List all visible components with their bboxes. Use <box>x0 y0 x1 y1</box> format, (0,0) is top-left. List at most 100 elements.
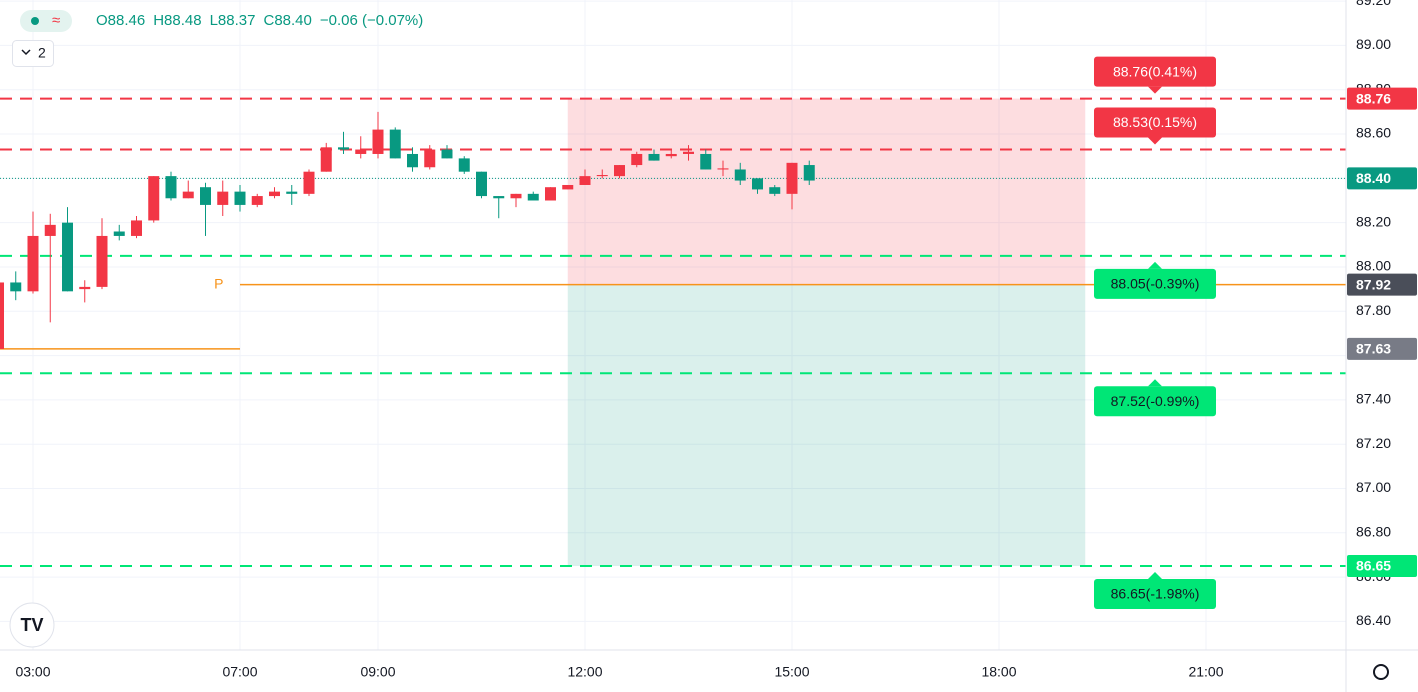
logo-button[interactable] <box>9 602 55 648</box>
logo: TV <box>20 615 43 635</box>
price-tag-label: 87.92 <box>1356 276 1391 292</box>
candle-body <box>510 193 522 199</box>
y-tick-label: 87.80 <box>1356 302 1391 318</box>
legend-item: L88.37 <box>209 12 256 29</box>
candle-body <box>130 220 142 236</box>
candle-body <box>79 286 91 290</box>
x-tick-label: 21:00 <box>1188 664 1223 680</box>
zone <box>567 98 1086 285</box>
candle-body <box>475 171 487 197</box>
level-tag-label: 88.53(0.15%) <box>1113 114 1197 130</box>
candle-body <box>217 191 229 205</box>
x-tick-label: 18:00 <box>981 664 1016 680</box>
candle-body <box>682 151 694 154</box>
y-tick-label: 87.20 <box>1356 435 1391 451</box>
candle-body <box>337 147 349 150</box>
symbol-pill[interactable] <box>20 10 72 32</box>
candle-body <box>303 171 315 194</box>
candle-body <box>527 193 539 201</box>
level-tag-arrow <box>1148 137 1162 145</box>
candle-body <box>320 147 332 172</box>
candle-body <box>562 184 574 190</box>
x-tick-label: 03:00 <box>15 664 50 680</box>
candle-body <box>493 196 505 199</box>
candle-body <box>665 153 677 157</box>
y-tick-label: 87.40 <box>1356 391 1391 407</box>
candle-body <box>596 175 608 177</box>
candle-body <box>406 153 418 168</box>
candle-body <box>648 153 660 161</box>
y-tick-label: 86.80 <box>1356 524 1391 540</box>
candle-body <box>458 158 470 172</box>
candle-body <box>234 191 246 205</box>
indicator-count: 2 <box>38 45 46 61</box>
candle-body <box>372 129 384 154</box>
candle-body <box>544 187 556 201</box>
candle-body <box>803 165 815 181</box>
wave-icon: ≈ <box>52 12 60 29</box>
price-tag-label: 86.65 <box>1356 558 1391 574</box>
y-tick-label: 87.00 <box>1356 479 1391 495</box>
candle-body <box>10 282 22 292</box>
x-tick-label: 07:00 <box>222 664 257 680</box>
candle-body <box>96 235 108 287</box>
y-tick-label: 88.60 <box>1356 125 1391 141</box>
level-tag-arrow <box>1148 572 1162 580</box>
candle-body <box>27 235 39 292</box>
price-tag <box>1347 87 1417 110</box>
level-tag-arrow <box>1148 86 1162 94</box>
indicator-toggle[interactable] <box>12 40 54 67</box>
candle-body <box>286 191 298 194</box>
candle-body <box>165 176 177 199</box>
candle-body <box>631 153 643 166</box>
candle-body <box>769 187 781 194</box>
candle-body <box>424 149 436 168</box>
settings-icon[interactable] <box>1373 664 1389 680</box>
level-tag-label: 88.05(-0.39%) <box>1111 276 1200 292</box>
candle-body <box>751 178 763 190</box>
price-tag-label: 87.63 <box>1356 341 1391 357</box>
candle-body <box>61 222 73 292</box>
level-tag <box>1094 386 1216 417</box>
level-tag-arrow <box>1148 379 1162 387</box>
candle-body <box>579 176 591 185</box>
legend-item: −0.06 (−0.07%) <box>319 12 424 29</box>
level-tag <box>1094 579 1216 610</box>
candle-body <box>182 191 194 199</box>
level-tag <box>1094 268 1216 299</box>
candle-body <box>355 149 367 154</box>
price-tag-label: 88.40 <box>1356 170 1391 186</box>
status-dot <box>31 17 39 25</box>
y-tick-label: 89.00 <box>1356 36 1391 52</box>
candle-body <box>717 168 729 170</box>
candle-body <box>441 149 453 159</box>
candle-body <box>44 224 56 236</box>
level-tag <box>1094 107 1216 138</box>
candle-body <box>734 169 746 181</box>
candle-body <box>0 282 4 349</box>
level-tag-label: 88.76(0.41%) <box>1113 63 1197 79</box>
price-tag <box>1347 555 1417 578</box>
y-tick-label: 86.40 <box>1356 612 1391 628</box>
price-tag-label: 88.76 <box>1356 90 1391 106</box>
candle-body <box>148 176 160 221</box>
candle-body <box>113 231 125 236</box>
candle-body <box>613 165 625 177</box>
price-tag <box>1347 337 1417 360</box>
legend-item: O88.46 <box>96 12 146 29</box>
x-tick-label: 12:00 <box>567 664 602 680</box>
pivot-label: P <box>214 275 223 291</box>
y-tick-label: 88.20 <box>1356 213 1391 229</box>
candle-body <box>700 153 712 170</box>
level-tag-arrow <box>1148 261 1162 269</box>
y-tick-label: 89.20 <box>1356 0 1391 8</box>
level-tag-label: 86.65(-1.98%) <box>1111 586 1200 602</box>
candle-body <box>251 196 263 205</box>
ohlc-legend: O88.46 H88.48 L88.37 C88.40 −0.06 (−0.07%) <box>96 12 423 29</box>
x-tick-label: 15:00 <box>774 664 809 680</box>
level-tag <box>1094 56 1216 87</box>
candle-body <box>389 129 401 159</box>
zone <box>567 284 1086 567</box>
